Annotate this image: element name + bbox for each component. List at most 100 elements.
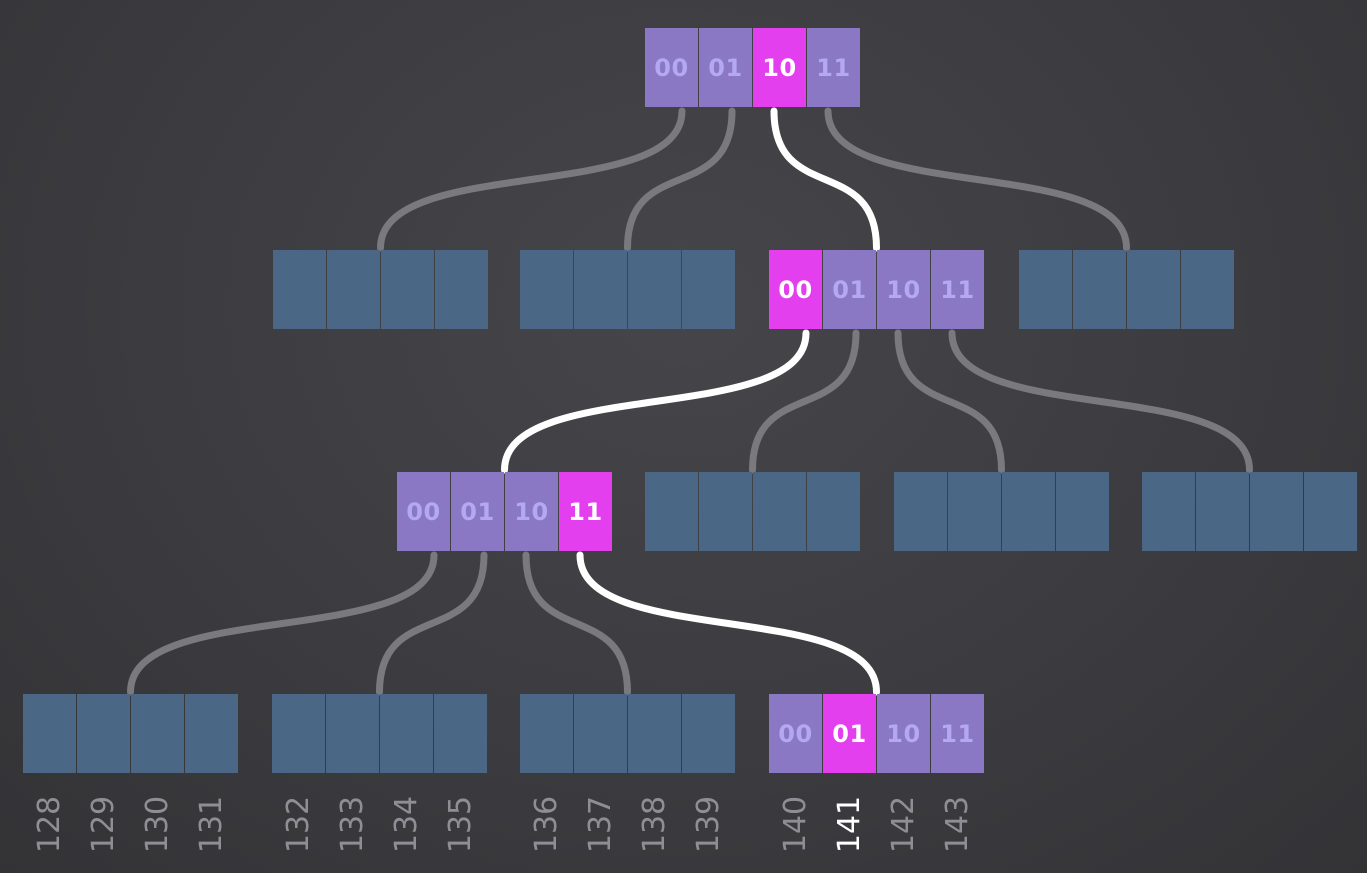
empty-slot xyxy=(807,472,860,551)
empty-slot xyxy=(699,472,752,551)
empty-slot xyxy=(77,694,130,773)
empty-slot xyxy=(273,250,326,329)
leaf-label-text: 135 xyxy=(443,795,479,853)
level2-edge xyxy=(376,551,488,696)
level1-empty-node xyxy=(1019,250,1234,329)
leaf-label: 131 xyxy=(185,789,239,859)
leaf-label-text: 137 xyxy=(583,795,619,853)
empty-slot xyxy=(948,472,1001,551)
leaf-label: 132 xyxy=(272,789,326,859)
level1-active-node: 00 01 10 11 xyxy=(769,250,984,329)
root-node: 00 01 10 11 xyxy=(645,28,860,107)
highlighted-slot: 01 xyxy=(823,694,876,773)
leaf-label: 142 xyxy=(877,789,931,859)
empty-slot xyxy=(1073,250,1126,329)
empty-slot xyxy=(574,694,627,773)
level1-edge xyxy=(749,329,860,474)
empty-slot xyxy=(520,694,573,773)
slot: 01 xyxy=(823,250,876,329)
empty-slot xyxy=(753,472,806,551)
leaf-empty-node xyxy=(23,694,238,773)
level2-empty-node xyxy=(894,472,1109,551)
empty-slot xyxy=(380,694,433,773)
empty-slot xyxy=(435,250,488,329)
leaf-label-text: 134 xyxy=(389,795,425,853)
highlighted-slot: 10 xyxy=(753,28,806,107)
leaf-label: 138 xyxy=(628,789,682,859)
root-edge xyxy=(824,107,1130,252)
slot: 00 xyxy=(769,694,822,773)
level2-highlight-edge xyxy=(576,551,880,696)
leaf-label-text: 133 xyxy=(335,795,371,853)
leaf-label-text: 136 xyxy=(529,795,565,853)
leaf-label: 137 xyxy=(574,789,628,859)
empty-slot xyxy=(520,250,573,329)
empty-slot xyxy=(1181,250,1234,329)
leaf-label-text: 128 xyxy=(32,795,68,853)
slot: 10 xyxy=(877,694,930,773)
leaf-label-text: 131 xyxy=(194,795,230,853)
leaf-label: 128 xyxy=(23,789,77,859)
empty-slot xyxy=(628,694,681,773)
empty-slot xyxy=(23,694,76,773)
empty-slot xyxy=(1304,472,1357,551)
leaf-label: 139 xyxy=(682,789,736,859)
leaf-label-text: 129 xyxy=(86,795,122,853)
empty-slot xyxy=(1250,472,1303,551)
empty-slot xyxy=(326,694,379,773)
leaf-label: 130 xyxy=(131,789,185,859)
empty-slot xyxy=(574,250,627,329)
level1-edge xyxy=(948,329,1253,474)
level1-highlight-edge xyxy=(501,329,810,474)
highlighted-slot: 11 xyxy=(559,472,612,551)
leaf-label: 133 xyxy=(326,789,380,859)
level1-edge xyxy=(894,329,1005,474)
leaf-label: 140 xyxy=(769,789,823,859)
root-highlight-edge xyxy=(770,107,880,252)
empty-slot xyxy=(1142,472,1195,551)
empty-slot xyxy=(1056,472,1109,551)
leaf-label-text: 140 xyxy=(778,795,814,853)
slot: 11 xyxy=(807,28,860,107)
empty-slot xyxy=(185,694,238,773)
leaf-label: 143 xyxy=(931,789,985,859)
level1-empty-node xyxy=(273,250,488,329)
empty-slot xyxy=(682,694,735,773)
leaf-label-text: 130 xyxy=(140,795,176,853)
leaf-active-node: 00 01 10 11 xyxy=(769,694,984,773)
empty-slot xyxy=(1127,250,1180,329)
leaf-empty-node xyxy=(272,694,487,773)
leaf-label: 129 xyxy=(77,789,131,859)
leaf-label-text: 132 xyxy=(281,795,317,853)
highlighted-leaf-label: 141 xyxy=(823,789,877,859)
root-edge xyxy=(624,107,736,252)
level2-empty-node xyxy=(1142,472,1357,551)
leaf-label-text: 143 xyxy=(940,795,976,853)
leaf-label: 135 xyxy=(434,789,488,859)
leaf-label-text: 138 xyxy=(637,795,673,853)
empty-slot xyxy=(894,472,947,551)
slot: 11 xyxy=(931,694,984,773)
empty-slot xyxy=(327,250,380,329)
slot: 01 xyxy=(451,472,504,551)
leaf-label: 136 xyxy=(520,789,574,859)
slot: 01 xyxy=(699,28,752,107)
level2-edge xyxy=(127,551,438,696)
empty-slot xyxy=(645,472,698,551)
slot: 00 xyxy=(397,472,450,551)
slot: 11 xyxy=(931,250,984,329)
slot: 00 xyxy=(645,28,698,107)
highlighted-slot: 00 xyxy=(769,250,822,329)
empty-slot xyxy=(434,694,487,773)
slot: 10 xyxy=(505,472,558,551)
leaf-label-text: 139 xyxy=(691,795,727,853)
root-edge xyxy=(377,107,686,252)
slot: 10 xyxy=(877,250,930,329)
empty-slot xyxy=(628,250,681,329)
leaf-empty-node xyxy=(520,694,735,773)
empty-slot xyxy=(1019,250,1072,329)
empty-slot xyxy=(272,694,325,773)
leaf-label: 134 xyxy=(380,789,434,859)
